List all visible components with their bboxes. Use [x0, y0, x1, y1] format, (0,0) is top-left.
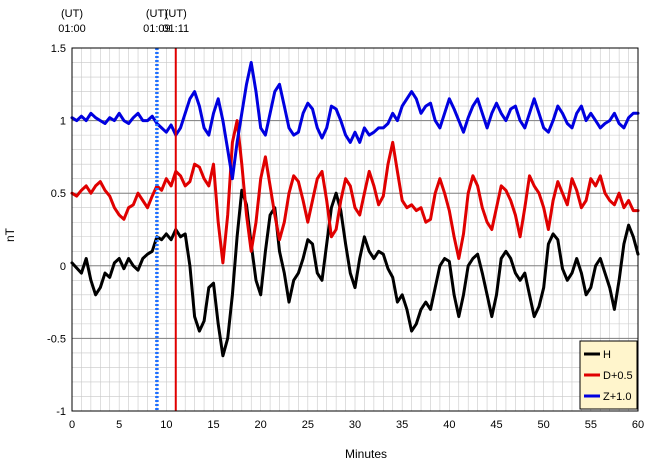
marker-label-time: 01:00: [58, 23, 86, 35]
series-line-h: [70, 188, 640, 358]
y-tick-label: 1.5: [51, 43, 66, 55]
x-tick-label: 15: [207, 419, 219, 431]
y-tick-label: 0.5: [51, 188, 66, 200]
legend-label: D+0.5: [603, 370, 633, 382]
plot-frame: [71, 47, 639, 412]
x-tick-label: 40: [443, 419, 455, 431]
legend: H D+0.5 Z+1.0: [579, 340, 638, 410]
x-tick-label: 60: [632, 419, 644, 431]
marker-label-time: 01:11: [162, 23, 189, 35]
x-tick-label: 30: [349, 419, 361, 431]
x-tick-label: 45: [490, 419, 502, 431]
x-tick-label: 50: [538, 419, 550, 431]
y-axis-label: nT: [3, 227, 17, 242]
x-tick-label: 20: [255, 419, 267, 431]
legend-label: Z+1.0: [603, 391, 631, 403]
y-tick-label: -1: [56, 406, 66, 418]
y-tick-label: -0.5: [47, 333, 66, 345]
x-tick-label: 0: [69, 419, 75, 431]
grid: [71, 47, 639, 412]
x-axis-label: Minutes: [345, 447, 387, 461]
y-tick-labels: -1 -0.5 0 0.5 1 1.5: [47, 43, 66, 418]
x-tick-label: 25: [302, 419, 314, 431]
marker-label-top: (UT): [165, 8, 187, 20]
x-tick-label: 35: [396, 419, 408, 431]
marker-labels: (UT) 01:00 (UT) 01:09 (UT) 01:11: [58, 8, 189, 35]
x-tick-label: 5: [116, 419, 122, 431]
y-tick-label: 0: [60, 261, 66, 273]
series-line-z-1-0: [70, 61, 640, 181]
x-tick-label: 55: [585, 419, 597, 431]
marker-label-top: (UT): [146, 8, 168, 20]
x-tick-label: 10: [160, 419, 172, 431]
x-tick-labels: 0 5 10 15 20 25 30 35 40 45 50 55 60: [69, 419, 644, 431]
series-layer: [70, 61, 640, 358]
marker-label-top: (UT): [61, 8, 83, 20]
legend-label: H: [603, 349, 611, 361]
y-tick-label: 1: [60, 116, 66, 128]
series-line-d-0-5: [70, 119, 640, 265]
marker-layer: [155, 48, 177, 411]
marker-label-time: 01:09: [143, 23, 171, 35]
